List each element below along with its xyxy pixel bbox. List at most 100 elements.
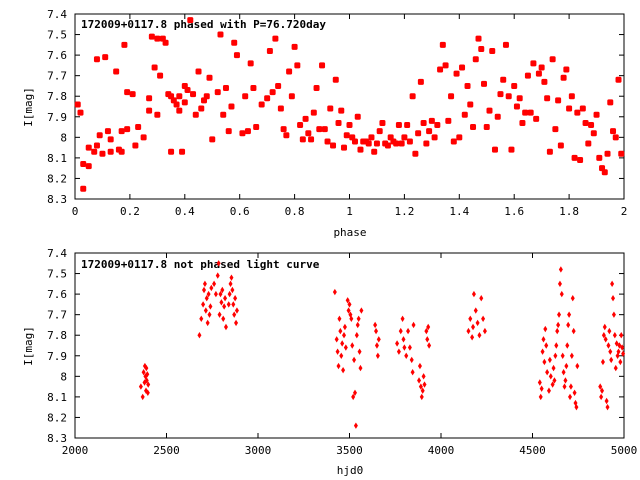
data-point: [427, 342, 432, 349]
data-point: [258, 101, 265, 108]
data-point: [612, 134, 619, 141]
data-point: [199, 315, 204, 322]
data-point: [400, 315, 405, 322]
data-point: [346, 122, 353, 128]
x-tick-label: 5000: [611, 444, 638, 457]
data-point: [437, 66, 444, 73]
data-point: [538, 393, 543, 401]
x-tick-label: 2500: [153, 444, 180, 457]
data-point: [423, 140, 430, 147]
data-point: [596, 154, 603, 161]
data-point: [203, 307, 208, 314]
y-tick-label: 8.3: [47, 432, 67, 445]
data-point: [478, 45, 485, 52]
data-point: [190, 91, 197, 98]
data-point: [297, 122, 304, 128]
data-point: [93, 142, 100, 149]
data-point: [600, 387, 605, 394]
data-point: [424, 327, 429, 335]
data-point: [198, 105, 205, 112]
data-point: [497, 91, 504, 98]
data-point: [346, 307, 351, 314]
data-point: [350, 342, 355, 349]
x-tick-label: 2000: [62, 444, 89, 457]
data-point: [332, 288, 337, 296]
data-point: [401, 336, 406, 343]
y-tick-label: 7.4: [47, 8, 67, 21]
data-point: [353, 422, 358, 429]
data-point: [345, 297, 350, 304]
data-point: [466, 327, 471, 335]
data-point: [419, 393, 424, 401]
data-point: [572, 389, 577, 396]
y-tick-label: 8: [60, 370, 67, 383]
data-point: [168, 148, 175, 155]
data-point: [201, 301, 206, 308]
y-tick-label: 7.4: [47, 247, 67, 260]
data-point: [354, 113, 361, 120]
data-point: [221, 315, 226, 322]
plot-frame: [74, 13, 625, 200]
data-point: [124, 126, 131, 133]
data-point: [470, 124, 477, 131]
data-point: [410, 369, 415, 376]
data-point: [477, 332, 482, 339]
data-point: [140, 134, 147, 141]
data-point: [396, 348, 401, 355]
data-point: [215, 272, 220, 279]
data-point: [540, 348, 545, 355]
data-point: [335, 348, 340, 355]
data-point: [611, 295, 616, 302]
data-point: [559, 290, 564, 298]
data-point: [513, 103, 520, 110]
data-point: [590, 130, 597, 137]
data-point: [602, 323, 607, 331]
data-point: [358, 364, 363, 372]
data-point: [138, 383, 143, 390]
data-point: [107, 148, 114, 155]
data-point: [124, 89, 131, 96]
data-point: [371, 148, 378, 155]
data-point: [553, 352, 558, 359]
x-tick-label: 1.2: [394, 205, 414, 218]
data-point: [146, 381, 151, 388]
data-point: [206, 290, 211, 298]
data-point: [539, 385, 544, 392]
x-tick-label: 4500: [519, 444, 546, 457]
y-tick-label: 7.6: [47, 288, 67, 301]
data-point: [556, 321, 561, 329]
data-point: [217, 31, 224, 38]
data-point: [613, 364, 618, 372]
data-point: [571, 327, 576, 335]
data-point: [542, 358, 547, 366]
data-point: [223, 323, 228, 331]
data-point: [195, 68, 202, 75]
data-point: [475, 35, 482, 42]
data-point: [244, 128, 251, 135]
data-point: [557, 311, 562, 318]
data-point: [176, 93, 183, 100]
data-point: [442, 62, 449, 69]
data-point: [552, 126, 559, 133]
data-point: [420, 387, 425, 394]
data-point: [146, 107, 153, 114]
data-point: [354, 332, 359, 339]
data-point: [228, 280, 233, 288]
data-point: [481, 80, 488, 87]
y-ticks: 7.4 7.5 7.6 7.7 7.8 7.9 8 8.1 8.2 8.3: [47, 8, 624, 206]
data-point: [283, 132, 290, 139]
data-point: [227, 290, 232, 298]
data-point: [494, 113, 501, 120]
y-tick-label: 8.1: [47, 152, 67, 165]
data-point: [618, 150, 625, 157]
data-point: [393, 140, 400, 147]
data-point: [422, 381, 427, 388]
y-tick-label: 7.6: [47, 49, 67, 62]
data-point: [176, 107, 183, 114]
data-point: [321, 126, 328, 133]
data-point: [216, 260, 221, 267]
data-point: [187, 17, 194, 24]
data-point: [619, 332, 624, 339]
data-point: [561, 369, 566, 376]
data-point: [374, 327, 379, 335]
